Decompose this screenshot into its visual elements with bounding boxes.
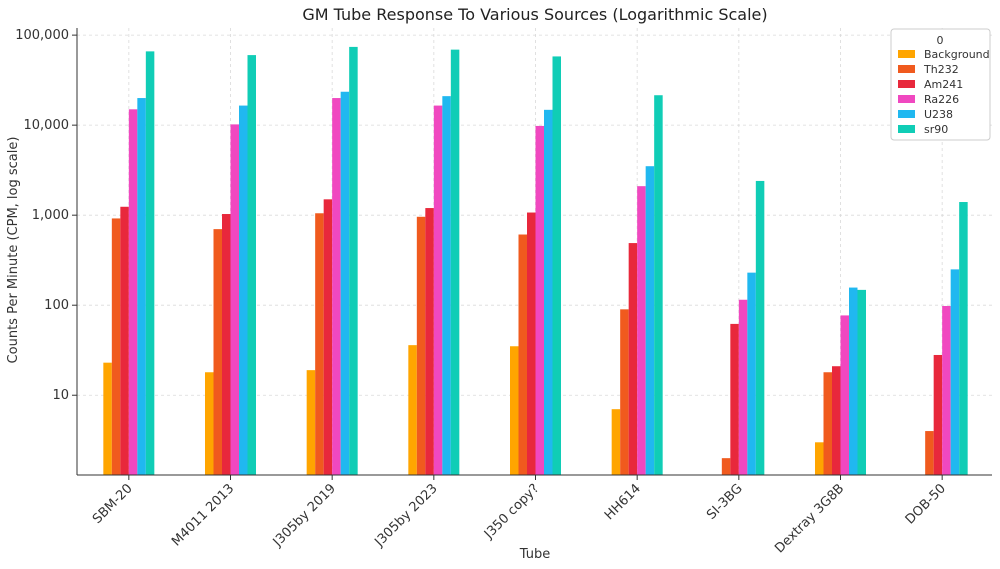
- bar-sr90: [450, 49, 460, 475]
- legend-title: 0: [937, 34, 944, 47]
- bar-sr90: [247, 55, 256, 475]
- bar-am241: [323, 199, 333, 475]
- bar-u238: [137, 98, 146, 476]
- bar-u238: [747, 272, 756, 475]
- bar-am241: [832, 366, 841, 475]
- bar-background: [103, 362, 112, 475]
- legend-swatch: [898, 50, 915, 58]
- bar-u238: [442, 96, 451, 476]
- legend-swatch: [898, 125, 915, 133]
- legend-swatch: [898, 110, 915, 118]
- bar-ra226: [433, 105, 443, 475]
- bar-sr90: [755, 180, 765, 475]
- bar-background: [205, 372, 214, 475]
- axes-layer: 10 100 1,000 10,000 100,000 SBM-20 M4011 2013 J…: [15, 28, 992, 556]
- bar-u238: [849, 287, 858, 475]
- bar-u238: [239, 105, 248, 475]
- bar-sr90: [349, 46, 358, 476]
- bar-u238: [950, 269, 960, 475]
- y-tick-label: 1,000: [32, 208, 69, 223]
- bar-am241: [120, 206, 129, 475]
- bar-th232: [823, 372, 832, 475]
- y-axis-label: Counts Per Minute (CPM, log scale): [6, 137, 21, 364]
- bar-u238: [544, 109, 553, 475]
- legend: 0 Background Th232 Am241 Ra226 U238 sr90: [890, 28, 991, 141]
- bar-background: [306, 370, 316, 475]
- legend-label: sr90: [924, 123, 948, 136]
- bar-th232: [721, 458, 731, 475]
- bar-u238: [340, 91, 350, 475]
- bar-am241: [222, 214, 231, 475]
- bar-sr90: [857, 289, 866, 475]
- bar-th232: [315, 213, 324, 475]
- bar-am241: [730, 323, 739, 475]
- bar-background: [408, 345, 417, 475]
- bar-background: [815, 442, 824, 475]
- legend-box: [890, 28, 991, 141]
- bar-sr90: [959, 202, 968, 475]
- x-tick-label: J305by 2023: [371, 481, 440, 550]
- y-tick-label: 100,000: [15, 28, 69, 43]
- legend-label: Background: [924, 48, 990, 61]
- bar-ra226: [230, 124, 239, 475]
- bar-ra226: [535, 125, 544, 475]
- y-tick-label: 10,000: [24, 118, 70, 133]
- y-tick-label: 10: [52, 388, 69, 403]
- bar-sr90: [145, 51, 155, 476]
- legend-swatch: [898, 80, 915, 88]
- legend-label: Am241: [924, 78, 963, 91]
- bar-th232: [620, 309, 629, 475]
- bar-ra226: [738, 299, 748, 475]
- bar-ra226: [942, 306, 951, 475]
- bar-th232: [416, 216, 426, 475]
- bar-u238: [645, 166, 655, 475]
- bar-th232: [925, 431, 934, 475]
- bar-background: [611, 409, 621, 475]
- x-tick-label: HH614: [602, 481, 644, 523]
- x-axis-label: Tube: [519, 547, 550, 562]
- bars-layer: [103, 46, 968, 476]
- bar-am241: [628, 243, 638, 475]
- bar-am241: [527, 212, 536, 475]
- legend-label: Th232: [923, 63, 959, 76]
- x-tick-label: J350 copy?: [481, 481, 542, 542]
- x-tick-label: Dextray 3G8B: [772, 481, 847, 556]
- legend-label: U238: [924, 108, 953, 121]
- legend-swatch: [898, 65, 915, 73]
- chart-title: GM Tube Response To Various Sources (Log…: [302, 5, 767, 24]
- bar-am241: [425, 208, 434, 476]
- legend-swatch: [898, 95, 915, 103]
- x-tick-label: M4011 2013: [169, 481, 237, 549]
- x-tick-label: SI-3BG: [704, 481, 746, 523]
- x-tick-label: DOB-50: [903, 481, 949, 527]
- legend-label: Ra226: [924, 93, 959, 106]
- x-tick-label: J305by 2019: [270, 481, 339, 550]
- bar-am241: [933, 354, 943, 475]
- bar-th232: [111, 218, 121, 475]
- bar-background: [510, 346, 519, 475]
- bar-ra226: [332, 98, 341, 476]
- bar-sr90: [552, 56, 561, 476]
- bar-th232: [518, 234, 527, 475]
- x-tick-label: SBM-20: [90, 481, 136, 527]
- y-tick-label: 100: [44, 298, 69, 313]
- bar-ra226: [128, 109, 138, 476]
- bar-sr90: [654, 95, 663, 475]
- bar-th232: [213, 229, 222, 475]
- bar-ra226: [840, 315, 849, 475]
- bar-ra226: [637, 186, 646, 476]
